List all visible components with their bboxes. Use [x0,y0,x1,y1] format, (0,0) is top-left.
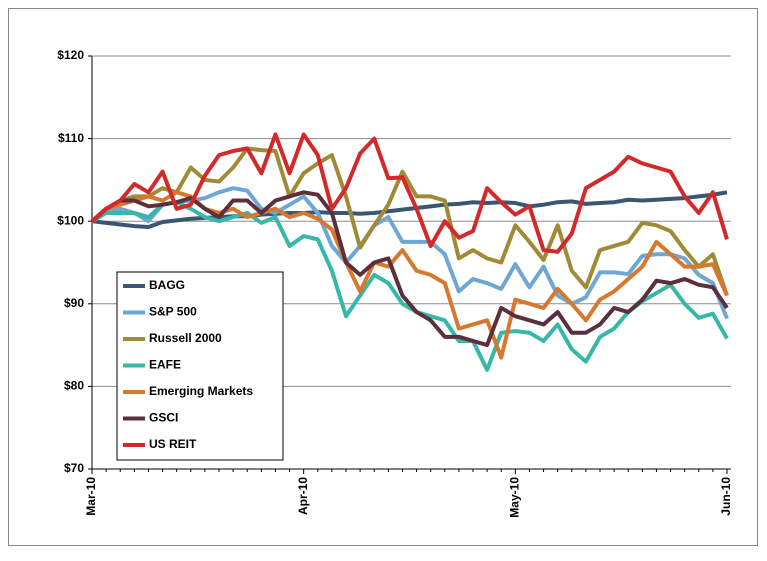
legend-label: EAFE [149,358,181,372]
legend-label: GSCI [149,411,178,425]
series-line [90,132,729,254]
series-line [90,146,729,297]
series-line [90,186,729,320]
legend-label: S&P 500 [149,305,197,319]
legend-label: US REIT [149,437,197,451]
x-tick-label: May-10 [508,477,522,518]
y-tick-label: $100 [57,213,84,227]
series-line [90,200,729,372]
legend-label: Russell 2000 [149,331,222,345]
series-line [91,190,728,229]
x-tick-label: Mar-10 [84,477,98,516]
legend-label: BAGG [149,278,185,292]
x-tick-label: Jun-10 [719,477,733,516]
y-tick-label: $120 [57,48,84,62]
y-tick-label: $80 [64,379,84,393]
y-tick-label: $70 [64,461,84,475]
y-tick-label: $110 [58,131,84,145]
legend-label: Emerging Markets [149,384,253,398]
y-tick-label: $90 [64,296,84,310]
x-tick-label: Apr-10 [296,477,310,515]
series-line [90,190,729,348]
